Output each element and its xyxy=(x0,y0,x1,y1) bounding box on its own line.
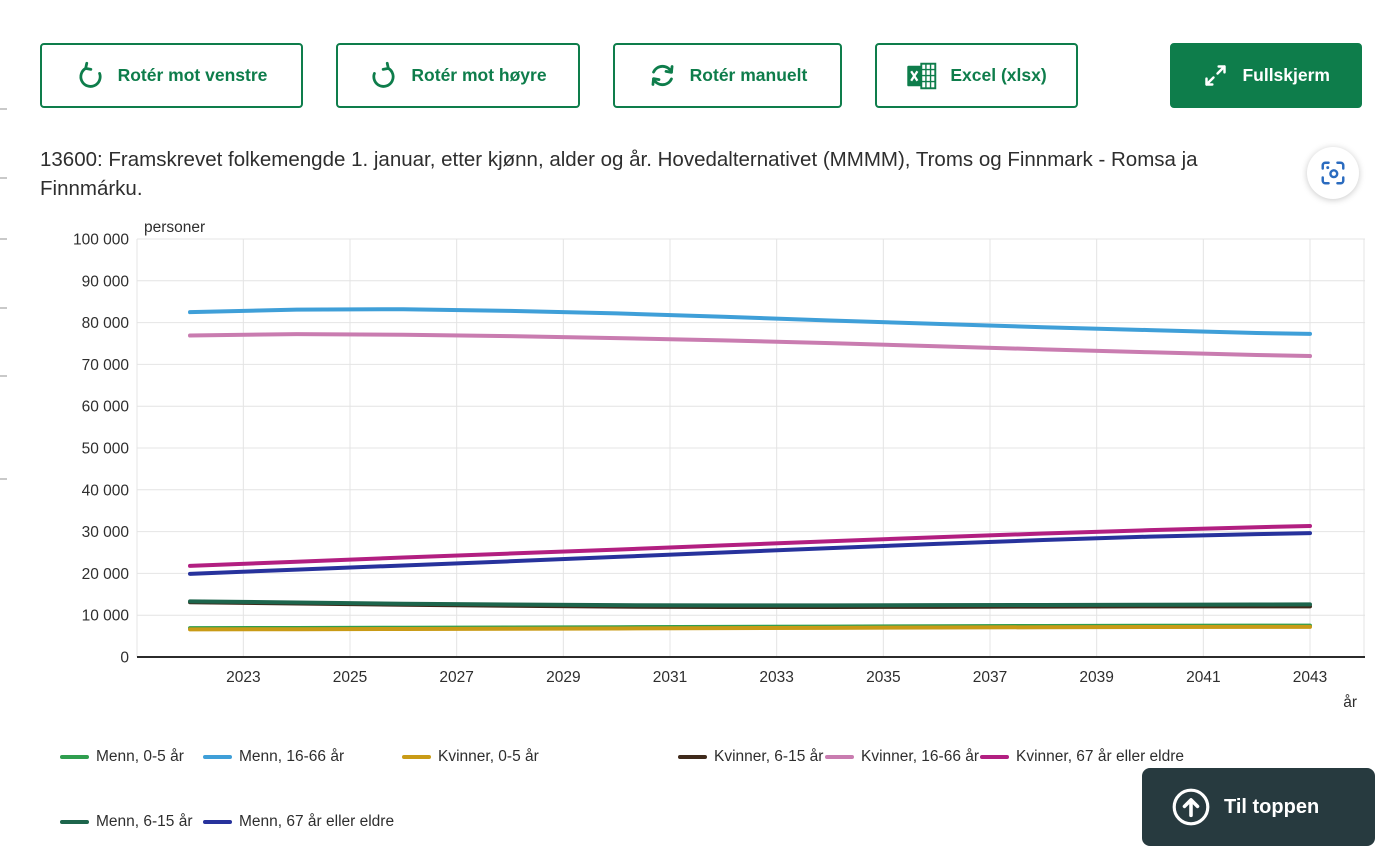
excel-icon xyxy=(906,62,937,90)
legend-label: Menn, 67 år eller eldre xyxy=(239,813,395,830)
svg-text:40 000: 40 000 xyxy=(82,482,130,499)
svg-text:90 000: 90 000 xyxy=(82,273,130,290)
legend-label: Kvinner, 67 år eller eldre xyxy=(1016,748,1185,765)
legend-item-menn-0-5[interactable]: Menn, 0-5 år xyxy=(60,748,184,766)
svg-text:100 000: 100 000 xyxy=(73,232,129,249)
legend-swatch xyxy=(980,754,1009,760)
svg-text:80 000: 80 000 xyxy=(82,315,130,332)
svg-text:2027: 2027 xyxy=(439,669,473,686)
svg-text:2037: 2037 xyxy=(973,669,1007,686)
fullscreen-button[interactable]: Fullskjerm xyxy=(1170,43,1362,108)
svg-text:70 000: 70 000 xyxy=(82,357,130,374)
rotate-manual-button[interactable]: Rotér manuelt xyxy=(613,43,842,108)
screenshot-icon xyxy=(1319,159,1347,187)
rotate-left-button[interactable]: Rotér mot venstre xyxy=(40,43,303,108)
rotate-left-icon xyxy=(76,61,105,90)
legend-swatch xyxy=(825,754,854,760)
legend-item-kvinner-0-5[interactable]: Kvinner, 0-5 år xyxy=(402,748,539,766)
svg-text:60 000: 60 000 xyxy=(82,399,130,416)
svg-text:2025: 2025 xyxy=(333,669,367,686)
svg-text:30 000: 30 000 xyxy=(82,524,130,541)
rotate-left-label: Rotér mot venstre xyxy=(117,65,268,85)
svg-text:10 000: 10 000 xyxy=(82,608,130,625)
legend-item-kvinner-16-66[interactable]: Kvinner, 16-66 år xyxy=(825,748,979,766)
legend-swatch xyxy=(678,754,707,760)
legend-swatch xyxy=(60,754,89,760)
svg-text:2029: 2029 xyxy=(546,669,580,686)
legend-item-menn-67-eldre[interactable]: Menn, 67 år eller eldre xyxy=(203,813,394,831)
svg-text:2039: 2039 xyxy=(1079,669,1113,686)
svg-text:2023: 2023 xyxy=(226,669,260,686)
back-to-top-label: Til toppen xyxy=(1224,795,1320,818)
legend-swatch xyxy=(60,819,89,825)
legend-label: Menn, 16-66 år xyxy=(239,748,345,765)
legend-label: Kvinner, 6-15 år xyxy=(714,748,824,765)
legend-item-kvinner-6-15[interactable]: Kvinner, 6-15 år xyxy=(678,748,823,766)
legend-swatch xyxy=(203,754,232,760)
chart-toolbar: Rotér mot venstre Rotér mot høyre Ro xyxy=(40,43,1362,108)
svg-text:år: år xyxy=(1343,694,1357,711)
arrow-up-circle-icon xyxy=(1170,786,1212,828)
excel-export-button[interactable]: Excel (xlsx) xyxy=(875,43,1078,108)
svg-text:20 000: 20 000 xyxy=(82,566,130,583)
legend-label: Kvinner, 0-5 år xyxy=(438,748,539,765)
svg-text:2031: 2031 xyxy=(653,669,687,686)
svg-text:2035: 2035 xyxy=(866,669,900,686)
chart-title: 13600: Framskrevet folkemengde 1. januar… xyxy=(40,148,1198,200)
legend-swatch xyxy=(402,754,431,760)
fullscreen-label: Fullskjerm xyxy=(1242,65,1330,85)
back-to-top-button[interactable]: Til toppen xyxy=(1142,768,1375,846)
legend-label: Menn, 0-5 år xyxy=(96,748,184,765)
excel-export-label: Excel (xlsx) xyxy=(950,65,1047,85)
legend-item-kvinner-67-eldre[interactable]: Kvinner, 67 år eller eldre xyxy=(980,748,1184,766)
svg-text:2043: 2043 xyxy=(1293,669,1327,686)
legend-item-menn-6-15[interactable]: Menn, 6-15 år xyxy=(60,813,193,831)
legend-swatch xyxy=(203,819,232,825)
fullscreen-icon xyxy=(1202,62,1229,89)
svg-text:50 000: 50 000 xyxy=(82,441,130,458)
rotate-manual-icon xyxy=(648,61,677,90)
rotate-right-icon xyxy=(369,61,398,90)
rotate-manual-label: Rotér manuelt xyxy=(689,65,808,85)
rotate-right-button[interactable]: Rotér mot høyre xyxy=(336,43,580,108)
svg-text:personer: personer xyxy=(144,219,205,236)
legend-item-menn-16-66[interactable]: Menn, 16-66 år xyxy=(203,748,344,766)
svg-text:2041: 2041 xyxy=(1186,669,1220,686)
rotate-right-label: Rotér mot høyre xyxy=(411,65,547,85)
legend-label: Kvinner, 16-66 år xyxy=(861,748,980,765)
legend-label: Menn, 6-15 år xyxy=(96,813,193,830)
svg-text:0: 0 xyxy=(120,650,129,667)
svg-text:2033: 2033 xyxy=(759,669,793,686)
screenshot-button[interactable] xyxy=(1307,147,1359,199)
